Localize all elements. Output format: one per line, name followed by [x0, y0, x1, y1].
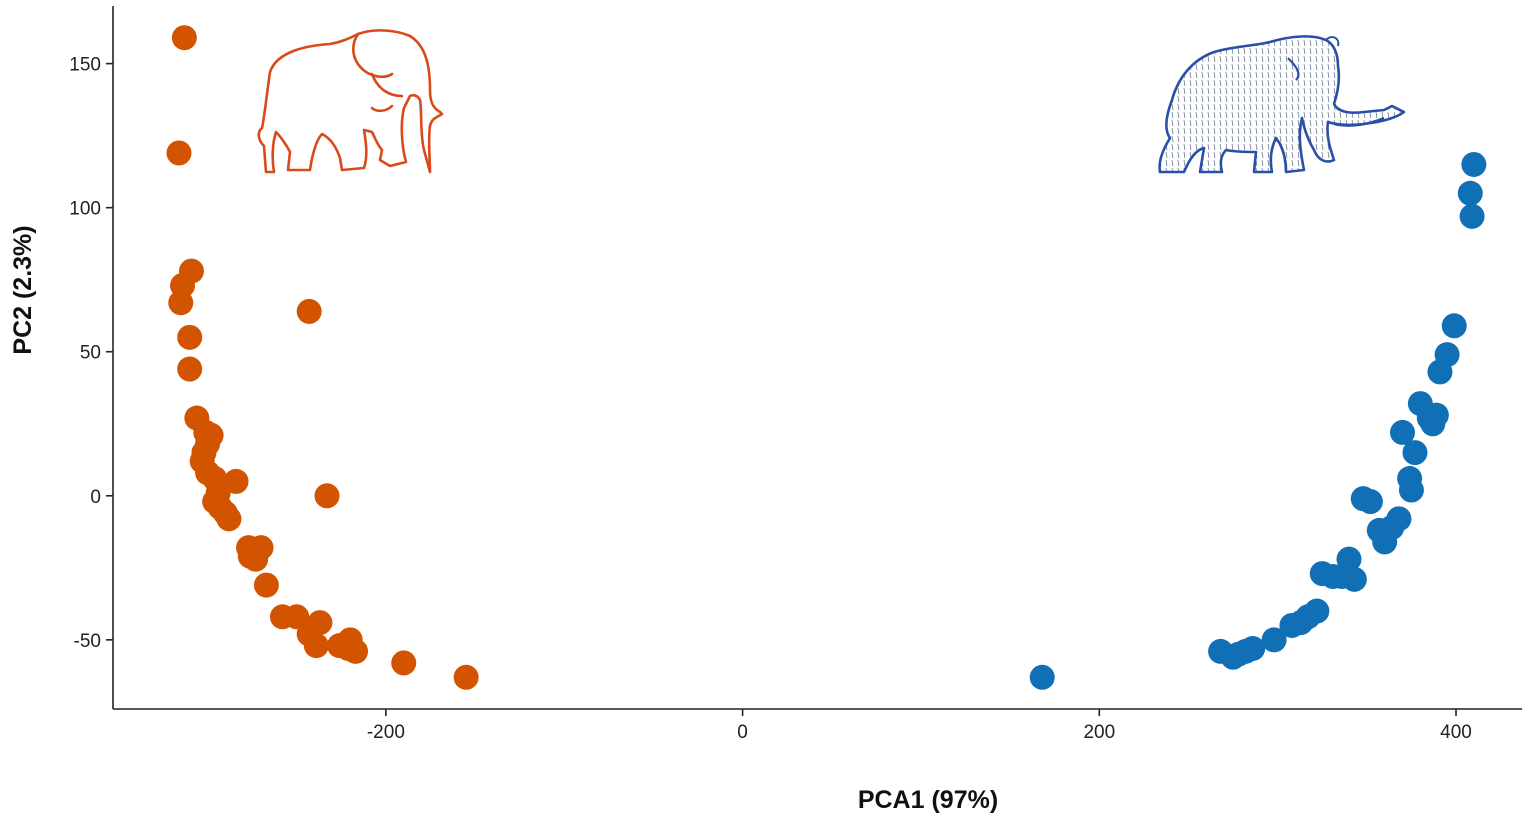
y-tick-label: -50	[74, 631, 101, 652]
data-point	[243, 546, 269, 572]
data-point	[1336, 546, 1362, 572]
data-point	[1459, 203, 1485, 229]
data-point	[1398, 477, 1424, 503]
data-point	[1420, 411, 1446, 437]
data-point	[1029, 664, 1055, 690]
data-point	[253, 572, 279, 598]
data-point	[166, 140, 192, 166]
x-ticks: -200 0 200 400	[367, 709, 1472, 743]
data-point	[1390, 419, 1416, 445]
y-tick-label: 50	[80, 343, 101, 364]
data-point	[1341, 566, 1367, 592]
data-point	[1457, 180, 1483, 206]
mammoth-icon	[1158, 35, 1406, 174]
data-points	[166, 25, 1487, 690]
x-tick-label: 400	[1440, 722, 1472, 743]
y-tick-label: 150	[69, 55, 101, 76]
data-point	[314, 483, 340, 509]
y-ticks: -50 0 50 100 150	[69, 55, 113, 652]
x-tick-label: 0	[737, 722, 748, 743]
data-point	[1261, 627, 1287, 653]
axes: -200 0 200 400 -50 0 50 100 150	[69, 6, 1522, 743]
data-point	[177, 356, 203, 382]
x-axis-title: PCA1 (97%)	[858, 786, 998, 814]
data-point	[343, 638, 369, 664]
data-point	[171, 25, 197, 51]
data-point	[1240, 635, 1266, 661]
data-point	[1441, 313, 1467, 339]
x-tick-label: -200	[367, 722, 405, 743]
data-point	[1434, 342, 1460, 368]
data-point	[1357, 489, 1383, 515]
data-point	[284, 604, 310, 630]
data-point	[453, 664, 479, 690]
data-point	[1386, 506, 1412, 532]
data-point	[303, 633, 329, 659]
y-tick-label: 100	[69, 199, 101, 220]
data-point	[307, 610, 333, 636]
y-axis-title: PC2 (2.3%)	[9, 225, 37, 354]
data-point	[1402, 440, 1428, 466]
x-tick-label: 200	[1083, 722, 1115, 743]
data-point	[216, 506, 242, 532]
y-tick-label: 0	[90, 487, 101, 508]
data-point	[177, 324, 203, 350]
data-point	[223, 468, 249, 494]
data-point	[391, 650, 417, 676]
data-point	[1461, 151, 1487, 177]
data-point	[1304, 598, 1330, 624]
elephant-icon	[257, 29, 444, 174]
data-point	[168, 290, 194, 316]
data-point	[296, 298, 322, 324]
